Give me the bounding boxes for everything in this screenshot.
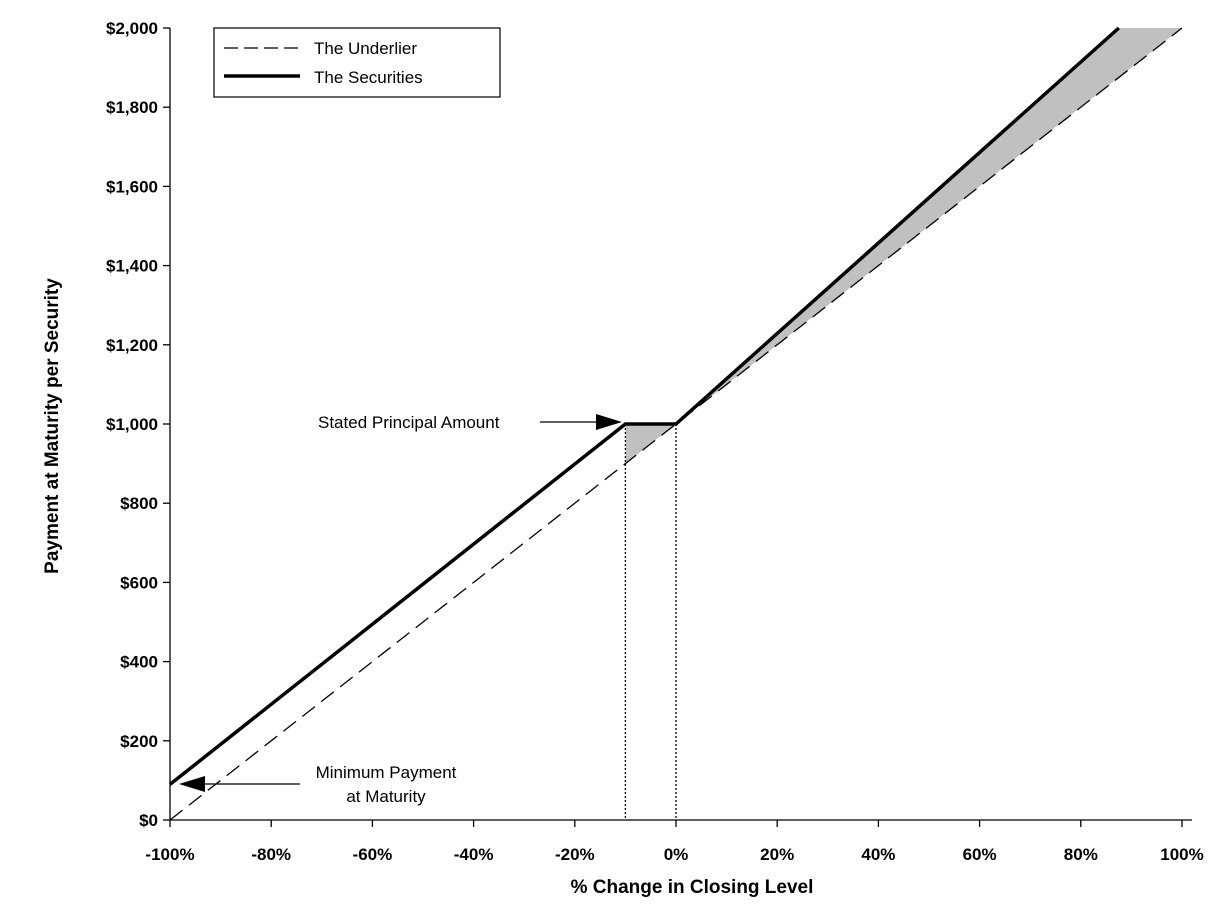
x-tick-label: 40% [861,845,895,864]
y-axis-title: Payment at Maturity per Security [42,278,63,574]
y-tick-label: $2,000 [106,19,158,38]
annotation-stated-principal: Stated Principal Amount [318,413,622,432]
y-tick-label: $600 [120,573,158,592]
legend-underlier-label: The Underlier [314,39,417,58]
x-axis-title: % Change in Closing Level [571,877,814,898]
series-line-securities [168,26,1120,786]
legend-securities-label: The Securities [314,68,423,87]
y-tick-label: $800 [120,494,158,513]
x-tick-label: 100% [1160,845,1203,864]
x-tick-label: -20% [555,845,595,864]
series-line-underlier [169,27,1183,821]
y-tick-label: $0 [139,811,158,830]
annotation-minimum-payment: Minimum Payment at Maturity [179,763,457,806]
x-tick-label: -60% [353,845,393,864]
legend-box [213,27,501,98]
x-tick-label: -80% [251,845,291,864]
annotation-minimum-payment-line-2: at Maturity [346,787,426,806]
legend: The Underlier The Securities [213,27,501,98]
y-tick-label: $1,800 [106,98,158,117]
annotation-stated-principal-text: Stated Principal Amount [318,413,500,432]
x-tick-label: -100% [145,845,194,864]
annotation-minimum-payment-arrowhead [179,776,205,792]
y-tick-label: $1,400 [106,257,158,276]
y-tick-label: $1,200 [106,336,158,355]
annotation-stated-principal-arrowhead [596,414,622,430]
x-tick-label: 0% [664,845,689,864]
x-tick-label: 80% [1064,845,1098,864]
y-tick-label: $400 [120,653,158,672]
y-tick-label: $1,600 [106,177,158,196]
x-tick-label: 60% [963,845,997,864]
y-tick-label: $1,000 [106,415,158,434]
x-tick-label: 20% [760,845,794,864]
annotation-minimum-payment-line-1: Minimum Payment [316,763,457,782]
y-tick-label: $200 [120,732,158,751]
x-tick-label: -40% [454,845,494,864]
plot-area: $0 $200 $400 $600 $800 $1,000 $1,200 $1,400 $1,6… [106,19,1204,864]
